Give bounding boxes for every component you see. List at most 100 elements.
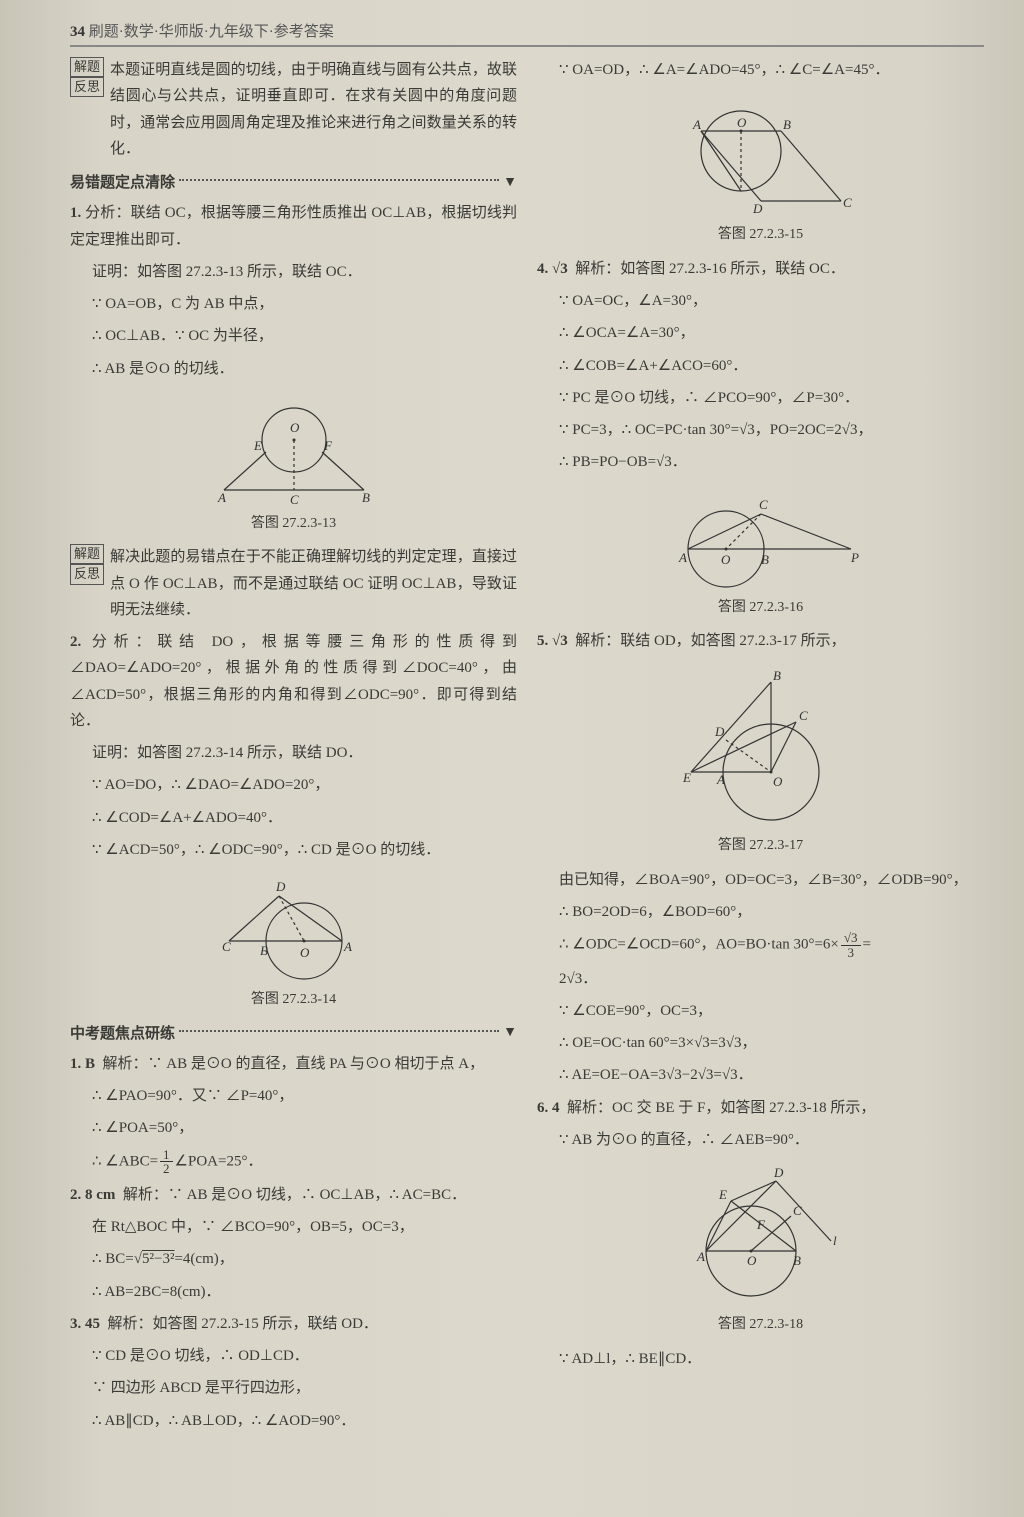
figure-caption: 答图 27.2.3-18: [537, 1313, 984, 1338]
fig-label: E: [253, 438, 262, 453]
exercise-6: 6. 4 解析：OC 交 BE 于 F，如答图 27.2.3-18 所示，: [537, 1095, 984, 1121]
exercise-1: 1. B 解析：∵ AB 是⊙O 的直径，直线 PA 与⊙O 相切于点 A，: [70, 1051, 517, 1077]
proof-label: 证明：: [92, 745, 137, 761]
step: ∵ AB 是⊙O 切线，∴ OC⊥AB，∴ AC=BC．: [168, 1187, 466, 1203]
fig-label: A: [217, 490, 226, 505]
analysis-label: 解析：: [567, 1100, 612, 1116]
sqrt-expr: √5²−3²: [134, 1251, 175, 1267]
fig-label: B: [761, 552, 769, 567]
exercise-number: 4. √3: [537, 261, 568, 277]
fig-label: D: [773, 1165, 784, 1180]
box-label-stack: 解题 反思: [70, 57, 104, 97]
analysis-label: 分析：: [85, 205, 130, 221]
box-label: 反思: [70, 564, 104, 584]
fig-label: A: [692, 117, 701, 132]
step: ∵ PC 是⊙O 切线，∴ ∠PCO=90°，∠P=30°．: [537, 385, 984, 411]
step: ∴ ∠ABC=12∠POA=25°．: [70, 1148, 517, 1176]
proof-intro: 证明：如答图 27.2.3-14 所示，联结 DO．: [70, 740, 517, 766]
fig-label: A: [678, 550, 687, 565]
exercise-number: 1. B: [70, 1056, 95, 1072]
figure-caption: 答图 27.2.3-16: [537, 596, 984, 621]
proof-step: ∵ AO=DO，∴ ∠DAO=∠ADO=20°，: [70, 772, 517, 798]
exercise-number: 2. 8 cm: [70, 1187, 115, 1203]
fig-label: B: [362, 490, 370, 505]
figure-17-svg: B C D E A O: [661, 662, 861, 832]
step: ∴ AB∥CD，∴ AB⊥OD，∴ ∠AOD=90°．: [70, 1408, 517, 1434]
right-column: ∵ OA=OD，∴ ∠A=∠ADO=45°，∴ ∠C=∠A=45°． A: [537, 57, 984, 1440]
step-part: =4(cm)，: [174, 1251, 233, 1267]
step-part: ∴ ∠ABC=: [92, 1153, 158, 1169]
step: 2√3．: [537, 966, 984, 992]
fraction: √33: [841, 931, 861, 959]
fig-label: E: [718, 1187, 727, 1202]
fig-label: A: [343, 939, 352, 954]
step: ∵ AB 为⊙O 的直径，∴ ∠AEB=90°．: [537, 1127, 984, 1153]
fig-label: D: [714, 724, 725, 739]
analysis-label: 解析：: [123, 1187, 168, 1203]
box-label: 解题: [70, 57, 104, 77]
left-column: 解题 反思 本题证明直线是圆的切线，由于明确直线与圆有公共点，故联结圆心与公共点…: [70, 57, 517, 1440]
box-label-stack: 解题 反思: [70, 544, 104, 584]
dotted-line: [179, 1030, 499, 1032]
fig-label: B: [773, 668, 781, 683]
step: ∴ AB=2BC=8(cm)．: [70, 1279, 517, 1305]
step: ∵ AD⊥l，∴ BE∥CD．: [537, 1346, 984, 1372]
reflection-text: 本题证明直线是圆的切线，由于明确直线与圆有公共点，故联结圆心与公共点，证明垂直即…: [110, 57, 517, 162]
step: ∵ OA=OD，∴ ∠A=∠ADO=45°，∴ ∠C=∠A=45°．: [537, 57, 984, 83]
proof-text: 如答图 27.2.3-13 所示，联结 OC．: [137, 264, 362, 280]
section-title: 易错题定点清除: [70, 170, 175, 196]
fig-label: O: [773, 774, 783, 789]
header-title: 刷题·数学·华师版·九年级下·参考答案: [89, 24, 334, 40]
question-2: 2. 分析：联结 DO，根据等腰三角形的性质得到∠DAO=∠ADO=20°，根据…: [70, 629, 517, 734]
fig-label: E: [682, 770, 691, 785]
question-1: 1. 分析：联结 OC，根据等腰三角形性质推出 OC⊥AB，根据切线判定定理推出…: [70, 200, 517, 253]
step: ∴ AE=OE−OA=3√3−2√3=√3．: [537, 1062, 984, 1088]
proof-intro: 证明：如答图 27.2.3-13 所示，联结 OC．: [70, 259, 517, 285]
analysis-label: 解析：: [103, 1056, 148, 1072]
step: ∵ OA=OC，∠A=30°，: [537, 288, 984, 314]
analysis-text: 联结 OC，根据等腰三角形性质推出 OC⊥AB，根据切线判定定理推出即可．: [70, 205, 517, 247]
reflection-text: 解决此题的易错点在于不能正确理解切线的判定定理，直接过点 O 作 OC⊥AB，而…: [110, 544, 517, 623]
step: ∵ AB 是⊙O 的直径，直线 PA 与⊙O 相切于点 A，: [148, 1056, 485, 1072]
proof-step: ∴ AB 是⊙O 的切线．: [70, 356, 517, 382]
fig-label: O: [290, 420, 300, 435]
step: 联结 OD，如答图 27.2.3-17 所示，: [620, 633, 845, 649]
exercise-3: 3. 45 解析：如答图 27.2.3-15 所示，联结 OD．: [70, 1311, 517, 1337]
figure-caption: 答图 27.2.3-14: [70, 988, 517, 1013]
exercise-2: 2. 8 cm 解析：∵ AB 是⊙O 切线，∴ OC⊥AB，∴ AC=BC．: [70, 1182, 517, 1208]
figure-17: B C D E A O 答图 27.2.3-17: [537, 662, 984, 859]
exercise-number: 6. 4: [537, 1100, 560, 1116]
fig-label: B: [260, 943, 268, 958]
step: ∵ ∠COE=90°，OC=3，: [537, 998, 984, 1024]
figure-16: A O B C P 答图 27.2.3-16: [537, 484, 984, 621]
analysis-label: 解析：: [108, 1316, 153, 1332]
step: ∵ PC=3，∴ OC=PC·tan 30°=√3，PO=2OC=2√3，: [537, 417, 984, 443]
fig-label: P: [850, 550, 859, 565]
analysis-label: 解析：: [575, 261, 620, 277]
figure-15-svg: A O B D C: [661, 91, 861, 221]
dotted-line: [179, 179, 499, 181]
step: ∴ ∠OCA=∠A=30°，: [537, 320, 984, 346]
step-part: ∠POA=25°．: [175, 1153, 263, 1169]
fig-label: D: [752, 201, 763, 216]
fig-label: O: [721, 552, 731, 567]
question-number: 2.: [70, 634, 81, 650]
triangle-icon: ▼: [503, 171, 517, 196]
page: 34 刷题·数学·华师版·九年级下·参考答案 解题 反思 本题证明直线是圆的切线…: [0, 0, 1024, 1517]
figure-13-svg: O E F A C B: [204, 390, 384, 510]
figure-15: A O B D C 答图 27.2.3-15: [537, 91, 984, 248]
reflection-box-1: 解题 反思 本题证明直线是圆的切线，由于明确直线与圆有公共点，故联结圆心与公共点…: [70, 57, 517, 162]
fig-label: B: [793, 1253, 801, 1268]
page-header: 34 刷题·数学·华师版·九年级下·参考答案: [70, 20, 984, 47]
figure-14: D C B O A 答图 27.2.3-14: [70, 871, 517, 1013]
step: ∴ ∠ODC=∠OCD=60°，AO=BO·tan 30°=6×√33=: [537, 931, 984, 959]
reflection-box-2: 解题 反思 解决此题的易错点在于不能正确理解切线的判定定理，直接过点 O 作 O…: [70, 544, 517, 623]
fig-label: O: [747, 1253, 757, 1268]
fig-label: B: [783, 117, 791, 132]
figure-caption: 答图 27.2.3-15: [537, 223, 984, 248]
step: ∴ BC=√5²−3²=4(cm)，: [70, 1246, 517, 1272]
step: ∴ PB=PO−OB=√3．: [537, 449, 984, 475]
step: 如答图 27.2.3-15 所示，联结 OD．: [153, 1316, 378, 1332]
fig-label: O: [737, 115, 747, 130]
step: 由已知得，∠BOA=90°，OD=OC=3，∠B=30°，∠ODB=90°，: [537, 867, 984, 893]
